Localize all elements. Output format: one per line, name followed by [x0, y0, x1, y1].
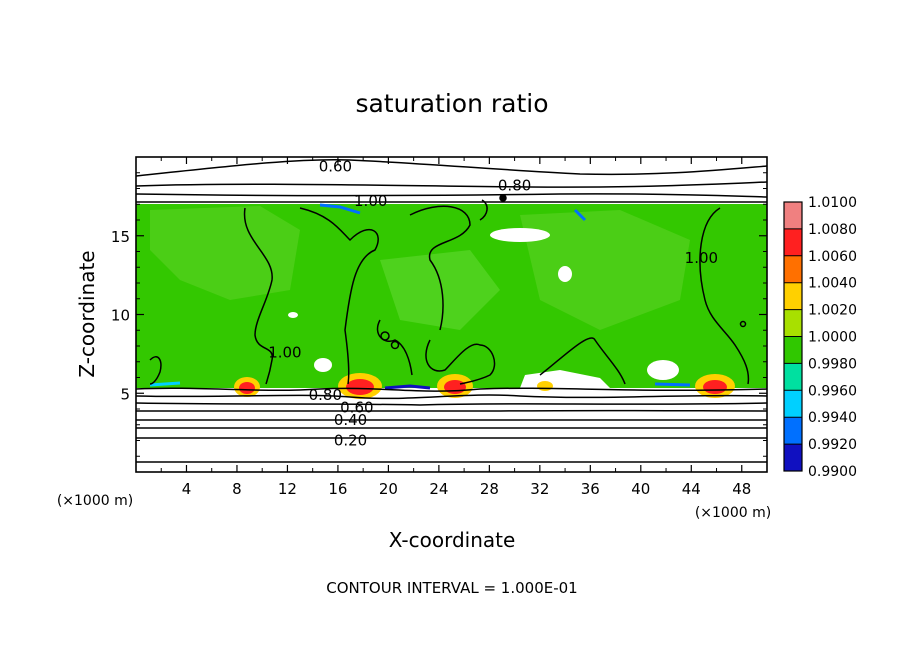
- y-axis-label: Z-coordinate: [75, 250, 99, 377]
- x-tick-label: 44: [682, 480, 701, 498]
- blue-edge: [149, 381, 181, 387]
- colorbar-swatch: [784, 309, 802, 337]
- contour-dot: [380, 331, 390, 341]
- x-axis-label: X-coordinate: [389, 528, 516, 552]
- light-green-patch: [380, 250, 500, 330]
- colorbar-label: 1.0100: [808, 195, 857, 211]
- contour-line: [149, 356, 162, 385]
- dry-pocket: [490, 228, 550, 242]
- dry-pocket: [558, 266, 572, 282]
- colorbar-label: 1.0020: [808, 303, 857, 319]
- contour-label: 0.80: [498, 176, 531, 194]
- y-tick-label: 15: [111, 228, 130, 246]
- contour-label: 0.20: [334, 432, 367, 450]
- contour-label: 0.60: [319, 157, 352, 175]
- contour-interval-note: CONTOUR INTERVAL = 1.000E-01: [326, 579, 577, 597]
- colorbar-swatch: [784, 228, 802, 256]
- contour-line: [136, 193, 767, 198]
- contour-label: 1.00: [354, 192, 387, 210]
- colorbar-label: 0.9980: [808, 356, 857, 372]
- dry-pocket: [314, 358, 332, 372]
- contour-line: [299, 207, 379, 385]
- contour-line: [479, 199, 488, 221]
- contour-line: [136, 181, 767, 188]
- contour-line: [243, 207, 273, 385]
- y-tick-label: 5: [120, 385, 130, 403]
- x-tick-label: 8: [232, 480, 242, 498]
- x-tick-label: 4: [182, 480, 192, 498]
- x-tick-label: 12: [278, 480, 297, 498]
- contour-line: [409, 205, 471, 331]
- colorbar-swatch: [784, 202, 802, 229]
- y-axis-unit: (×1000 m): [57, 493, 133, 509]
- colorbar-swatch: [784, 390, 802, 418]
- x-tick-label: 16: [328, 480, 347, 498]
- chart-title: saturation ratio: [355, 89, 548, 118]
- colorbar-swatch: [784, 444, 802, 471]
- colorbar-swatch: [784, 336, 802, 364]
- colorbar: 1.0100 1.0080 1.0060 1.0040 1.0020 1.0000 0.99…: [783, 195, 857, 480]
- light-green-patch: [150, 206, 300, 300]
- blue-edge: [319, 203, 361, 215]
- dry-pocket: [647, 360, 679, 380]
- unity-contours: [149, 194, 750, 385]
- contour-line: [539, 337, 626, 385]
- hot-spot: [239, 382, 255, 394]
- contour-line: [136, 402, 767, 406]
- colorbar-label: 0.9900: [808, 464, 857, 480]
- y-axis-ticks: 5 10 15: [111, 172, 767, 457]
- contour-dot: [499, 194, 507, 202]
- light-green-patch: [520, 210, 690, 330]
- colorbar-label: 0.9960: [808, 383, 857, 399]
- contour-label: 0.40: [334, 411, 367, 429]
- hot-spot: [537, 381, 553, 391]
- contour-line: [136, 158, 767, 177]
- x-axis-ticks: 4 8 12 16 20 24 28 32 36 40 44 48: [160, 157, 751, 498]
- contour-dot: [390, 340, 400, 350]
- upper-contours: [136, 158, 767, 203]
- colorbar-swatch: [784, 282, 802, 310]
- x-tick-label: 32: [530, 480, 549, 498]
- x-axis-unit: (×1000 m): [695, 505, 771, 521]
- contour-label: 0.80: [309, 386, 342, 404]
- blue-edge: [384, 384, 431, 390]
- colorbar-label: 1.0040: [808, 276, 857, 292]
- colorbar-swatch: [784, 417, 802, 445]
- colorbar-label: 0.9920: [808, 437, 857, 453]
- contour-line: [136, 387, 767, 392]
- dry-pocket: [288, 312, 298, 318]
- y-tick-label: 10: [111, 307, 130, 325]
- hot-spot: [444, 380, 466, 394]
- x-tick-label: 48: [732, 480, 751, 498]
- colorbar-label: 0.9940: [808, 410, 857, 426]
- blue-edge: [573, 208, 587, 222]
- contour-label-layer: 0.600.801.001.001.000.800.600.400.20: [268, 157, 718, 449]
- contour-line: [376, 319, 413, 376]
- plot-area: [136, 157, 767, 472]
- colorbar-swatch: [784, 255, 802, 283]
- contour-label: 1.00: [685, 249, 718, 267]
- blue-edge: [654, 382, 691, 387]
- lower-contours: [136, 387, 767, 463]
- hot-spot: [346, 379, 374, 395]
- contour-label: 1.00: [268, 343, 301, 361]
- contour-line: [136, 394, 767, 400]
- hot-spot: [703, 380, 727, 394]
- x-tick-label: 20: [379, 480, 398, 498]
- contour-line: [425, 339, 496, 385]
- colorbar-frame: [783, 201, 803, 472]
- contour-label: 0.60: [340, 398, 373, 416]
- colorbar-swatch: [784, 363, 802, 391]
- colorbar-label: 1.0080: [808, 222, 857, 238]
- contour-line: [699, 207, 750, 385]
- colorbar-label: 1.0000: [808, 330, 857, 346]
- colorbar-label: 1.0060: [808, 249, 857, 265]
- x-tick-label: 24: [429, 480, 448, 498]
- x-tick-label: 36: [581, 480, 600, 498]
- x-tick-label: 40: [631, 480, 650, 498]
- contour-dot: [739, 320, 747, 328]
- contour-line: [136, 409, 767, 413]
- x-tick-label: 28: [480, 480, 499, 498]
